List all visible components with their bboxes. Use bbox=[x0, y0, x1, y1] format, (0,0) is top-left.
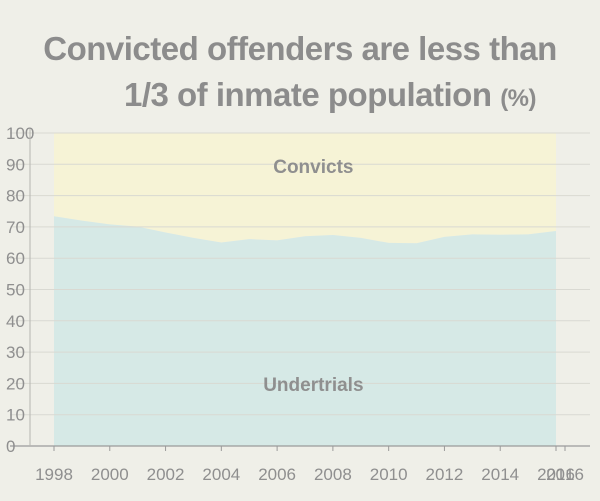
y-tick-label: 100 bbox=[6, 124, 34, 143]
area-label-convicts: Convicts bbox=[273, 157, 353, 178]
y-tick-label: 0 bbox=[6, 437, 15, 456]
y-tick-label: 40 bbox=[6, 312, 25, 331]
x-tick-label: 2006 bbox=[258, 465, 296, 484]
x-tick-label: 2016 bbox=[537, 465, 575, 484]
y-tick-label: 20 bbox=[6, 374, 25, 393]
y-tick-label: 10 bbox=[6, 406, 25, 425]
x-tick-label: 2012 bbox=[426, 465, 464, 484]
area-convicts bbox=[54, 133, 556, 244]
x-tick-label: 2014 bbox=[481, 465, 519, 484]
area-undertrials bbox=[54, 216, 556, 446]
y-tick-label: 30 bbox=[6, 343, 25, 362]
area-label-undertrials: Undertrials bbox=[263, 375, 363, 396]
x-tick-label: 1998 bbox=[35, 465, 73, 484]
y-tick-label: 50 bbox=[6, 281, 25, 300]
chart-title-text: 1/3 of inmate population bbox=[123, 76, 492, 113]
chart-title-line2: 1/3 of inmate population (%) bbox=[30, 76, 600, 114]
x-tick-label: 2004 bbox=[202, 465, 240, 484]
y-tick-label: 80 bbox=[6, 187, 25, 206]
chart-title-unit: (%) bbox=[500, 85, 537, 112]
y-tick-label: 90 bbox=[6, 155, 25, 174]
x-tick-label: 2000 bbox=[91, 465, 129, 484]
chart-title-line1: Convicted offenders are less than bbox=[43, 30, 557, 67]
x-tick-label: 2010 bbox=[370, 465, 408, 484]
x-tick-label: 2016 bbox=[546, 465, 584, 484]
x-tick-label: 2002 bbox=[147, 465, 185, 484]
y-tick-label: 60 bbox=[6, 249, 25, 268]
y-tick-label: 70 bbox=[6, 218, 25, 237]
x-tick-label: 2008 bbox=[314, 465, 352, 484]
